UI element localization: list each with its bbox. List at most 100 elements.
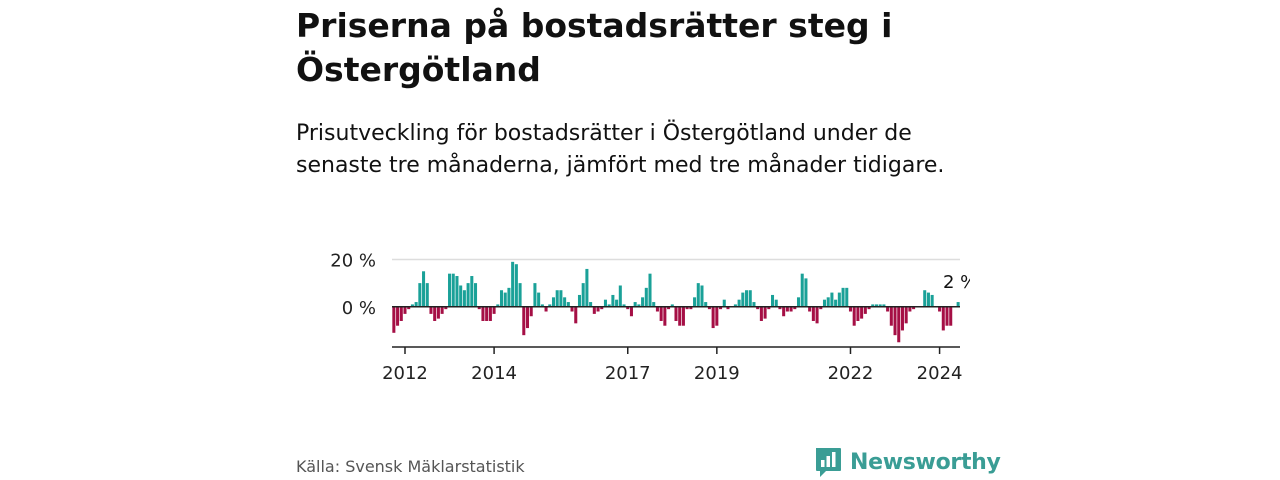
bar — [822, 299, 827, 307]
bar — [704, 302, 708, 307]
bar — [737, 299, 741, 307]
bar — [448, 273, 452, 307]
bar — [667, 306, 671, 310]
bar — [782, 306, 786, 317]
bar — [945, 306, 949, 326]
bar — [581, 283, 585, 307]
bar — [433, 306, 437, 321]
bar — [392, 306, 396, 333]
bar — [422, 271, 426, 307]
bar — [652, 302, 656, 307]
bar — [882, 304, 886, 307]
bar — [793, 306, 797, 310]
bar — [540, 304, 544, 307]
bar — [462, 290, 466, 307]
bar — [615, 299, 619, 307]
bar — [700, 285, 704, 307]
bar — [655, 306, 659, 312]
chart-title: Priserna på bostadsrätter steg i Östergö… — [296, 6, 893, 89]
bar — [644, 287, 648, 307]
bar — [607, 304, 611, 307]
bar — [481, 306, 485, 321]
x-tick-label: 2017 — [605, 363, 651, 384]
bar — [425, 283, 429, 307]
bar — [429, 306, 433, 314]
bar — [414, 302, 418, 307]
bar — [889, 306, 893, 326]
chart-subtitle: Prisutveckling för bostadsrätter i Öster… — [296, 121, 945, 178]
bar — [930, 294, 934, 307]
bar — [559, 290, 563, 307]
bar — [767, 306, 771, 310]
x-tick-label: 2012 — [382, 363, 428, 384]
bar — [399, 306, 403, 321]
x-tick-label: 2022 — [828, 363, 874, 384]
bar — [852, 306, 856, 326]
bar — [589, 302, 593, 307]
bar — [566, 302, 570, 307]
bar — [897, 306, 901, 343]
bar — [485, 306, 489, 321]
bar — [800, 273, 804, 307]
bar — [759, 306, 763, 321]
bar — [785, 306, 789, 312]
bar — [756, 306, 760, 310]
bar — [574, 306, 578, 324]
bar — [663, 306, 667, 326]
last-value-annotation: 2 % — [943, 272, 970, 293]
bar — [845, 287, 849, 307]
bar — [648, 273, 652, 307]
bar — [715, 306, 719, 326]
bar — [886, 306, 890, 312]
bar — [544, 306, 548, 312]
bar — [771, 294, 775, 307]
bar — [418, 283, 422, 307]
bar — [874, 304, 878, 307]
bar — [637, 304, 641, 307]
bar — [436, 306, 440, 319]
x-tick-label: 2024 — [917, 363, 963, 384]
bar — [474, 283, 478, 307]
bar — [941, 306, 945, 331]
bar — [863, 306, 867, 314]
bar — [830, 292, 834, 307]
bar — [789, 306, 793, 312]
bar — [525, 306, 530, 329]
bar — [834, 299, 838, 307]
bar — [659, 306, 663, 321]
bar — [956, 302, 960, 307]
source-note: Källa: Svensk Mäklarstatistik — [296, 457, 525, 476]
bar — [470, 276, 474, 307]
bar — [488, 306, 492, 321]
bar — [499, 290, 504, 307]
bar — [763, 306, 767, 319]
bar — [860, 306, 864, 319]
bar — [856, 306, 860, 321]
bar — [477, 306, 481, 310]
bar — [403, 306, 407, 314]
newsworthy-logo[interactable]: Newsworthy — [814, 446, 1001, 478]
bar — [719, 306, 723, 310]
bar — [440, 306, 444, 314]
bar — [871, 304, 875, 307]
bar — [518, 283, 522, 307]
bar — [811, 306, 815, 321]
bar — [577, 294, 581, 307]
bar — [689, 306, 693, 310]
y-tick-label: 20 % — [330, 250, 376, 271]
bar — [522, 306, 526, 336]
bar — [622, 304, 626, 307]
bar — [537, 292, 541, 307]
bar — [696, 283, 700, 307]
bar — [693, 297, 697, 307]
bar — [841, 287, 845, 307]
x-tick-label: 2019 — [694, 363, 740, 384]
bar — [600, 306, 604, 310]
bar — [908, 306, 912, 312]
bar — [570, 306, 574, 312]
bar — [551, 297, 556, 307]
bar — [745, 290, 749, 307]
bar — [722, 299, 726, 307]
brand-name: Newsworthy — [850, 449, 1001, 475]
bar — [774, 299, 778, 307]
